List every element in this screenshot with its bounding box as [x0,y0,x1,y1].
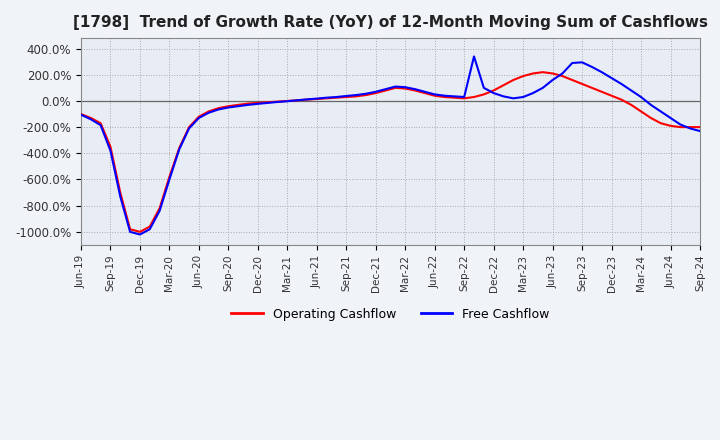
Operating Cashflow [539,70,547,75]
Operating Cashflow [391,85,400,91]
Free Cashflow [135,232,144,237]
Operating Cashflow [135,229,144,235]
Free Cashflow [499,94,508,99]
Operating Cashflow [480,92,488,97]
Free Cashflow [76,112,85,117]
Free Cashflow [391,84,400,89]
Free Cashflow [431,92,439,97]
Title: [1798]  Trend of Growth Rate (YoY) of 12-Month Moving Sum of Cashflows: [1798] Trend of Growth Rate (YoY) of 12-… [73,15,708,30]
Free Cashflow [469,54,478,59]
Free Cashflow [165,177,174,182]
Operating Cashflow [696,125,704,130]
Operating Cashflow [165,174,174,180]
Legend: Operating Cashflow, Free Cashflow: Operating Cashflow, Free Cashflow [226,303,554,326]
Line: Operating Cashflow: Operating Cashflow [81,72,700,232]
Operating Cashflow [342,95,351,100]
Free Cashflow [342,93,351,99]
Operating Cashflow [76,111,85,117]
Operating Cashflow [490,88,498,93]
Line: Free Cashflow: Free Cashflow [81,56,700,235]
Operating Cashflow [431,93,439,99]
Free Cashflow [490,91,498,96]
Free Cashflow [696,128,704,134]
